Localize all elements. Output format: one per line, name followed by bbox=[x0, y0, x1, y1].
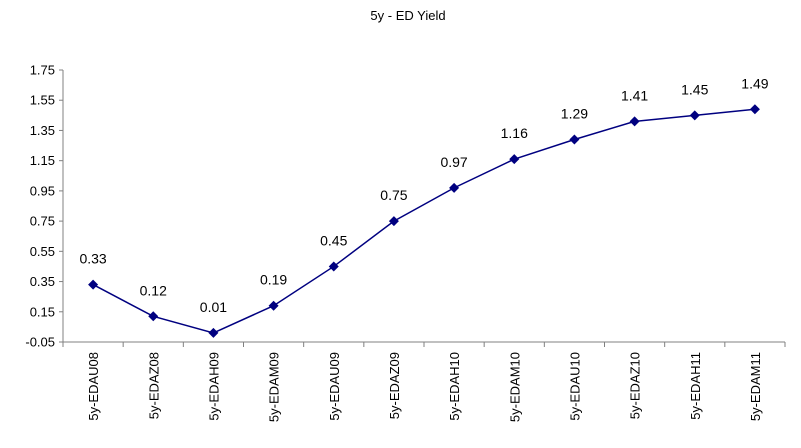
x-tick-label: 5y-EDAH11 bbox=[688, 352, 703, 420]
data-point bbox=[208, 327, 219, 338]
x-tick-label: 5y-EDAM09 bbox=[267, 352, 282, 422]
data-point bbox=[388, 216, 399, 227]
data-label: 1.29 bbox=[561, 106, 588, 122]
data-label: 0.97 bbox=[440, 154, 467, 170]
x-tick-label: 5y-EDAU09 bbox=[327, 352, 342, 421]
data-point bbox=[328, 261, 339, 272]
x-tick-label: 5y-EDAM10 bbox=[507, 352, 522, 422]
x-tick-label: 5y-EDAH10 bbox=[447, 352, 462, 421]
data-point bbox=[88, 279, 99, 290]
data-point bbox=[629, 116, 640, 127]
y-tick-label: 1.75 bbox=[30, 63, 55, 78]
series-line bbox=[92, 108, 755, 334]
x-tick-label: 5y-EDAZ10 bbox=[628, 352, 643, 419]
data-point bbox=[689, 110, 700, 121]
y-tick-label: 0.75 bbox=[30, 214, 55, 229]
x-tick-label: 5y-EDAU10 bbox=[567, 352, 582, 421]
data-label: 0.12 bbox=[140, 282, 167, 298]
data-point bbox=[449, 182, 460, 193]
data-label: 1.49 bbox=[741, 75, 768, 91]
x-axis: 5y-EDAU08 5y-EDAZ08 5y-EDAH09 5y-EDAM09 5y-E… bbox=[62, 341, 786, 422]
data-point bbox=[749, 104, 760, 115]
x-tick-label: 5y-EDAZ08 bbox=[146, 352, 161, 419]
data-label: 0.75 bbox=[380, 187, 407, 203]
data-label: 0.19 bbox=[260, 272, 287, 288]
x-tick-label: 5y-EDAH09 bbox=[206, 352, 221, 421]
y-tick-label: 0.35 bbox=[30, 274, 55, 289]
x-tick-label: 5y-EDAM11 bbox=[748, 352, 763, 421]
y-tick-label: 1.35 bbox=[30, 123, 55, 138]
data-label: 0.45 bbox=[320, 232, 347, 248]
y-tick-label: -0.05 bbox=[25, 335, 55, 350]
data-point bbox=[569, 134, 580, 145]
y-tick-label: 0.55 bbox=[30, 244, 55, 259]
data-point bbox=[268, 300, 279, 311]
data-point bbox=[509, 154, 520, 165]
y-axis: -0.05 0.15 0.35 0.55 0.75 0.95 1.15 1.35 1.55 1.7… bbox=[25, 63, 64, 350]
data-label: 1.41 bbox=[621, 87, 648, 103]
series-0: 0.33 0.12 0.01 0.19 0.45 0.75 0.97 1.16 1.29 1.41… bbox=[79, 75, 769, 338]
y-tick-label: 1.55 bbox=[30, 93, 55, 108]
data-label: 1.16 bbox=[501, 125, 528, 141]
y-tick-label: 0.95 bbox=[30, 183, 55, 198]
y-tick-label: 1.15 bbox=[30, 153, 55, 168]
data-label: 1.45 bbox=[681, 81, 708, 97]
chart-title: 5y - ED Yield bbox=[370, 8, 445, 23]
data-label: 0.01 bbox=[200, 299, 227, 315]
data-point bbox=[148, 311, 159, 322]
data-label: 0.33 bbox=[79, 251, 106, 267]
x-tick-label: 5y-EDAU08 bbox=[86, 352, 101, 421]
y-tick-label: 0.15 bbox=[30, 304, 55, 319]
x-tick-label: 5y-EDAZ09 bbox=[387, 352, 402, 419]
